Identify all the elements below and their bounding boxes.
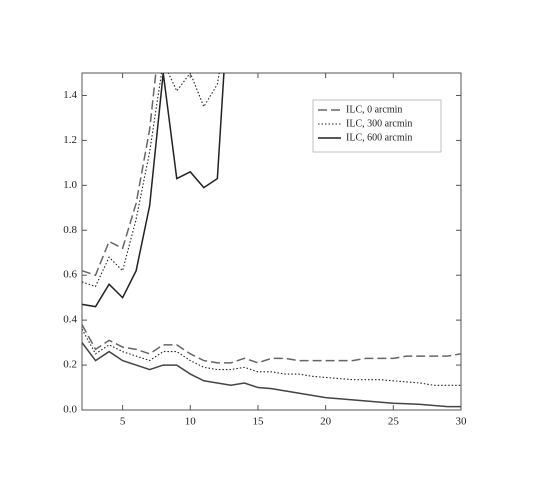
y-tick-label: 0.2 — [63, 359, 77, 371]
y-tick-label: 0.4 — [63, 314, 77, 326]
y-tick-label: 0.6 — [63, 269, 77, 281]
legend-label: ILC, 600 arcmin — [346, 132, 412, 143]
y-tick-label: 1.0 — [63, 179, 77, 191]
y-tick-label: 0.0 — [63, 404, 77, 416]
x-tick-label: 15 — [252, 416, 264, 428]
line — [82, 342, 461, 408]
y-tick-label: 1.2 — [63, 134, 77, 146]
line — [82, 328, 461, 386]
legend-label: ILC, 0 arcmin — [346, 104, 402, 115]
legend-box — [312, 99, 442, 153]
y-tick-label: 0.8 — [63, 224, 77, 236]
plot-frame — [81, 72, 462, 411]
line — [82, 324, 461, 364]
legend-label: ILC, 300 arcmin — [346, 118, 412, 129]
x-tick-label: 20 — [320, 416, 332, 428]
line — [82, 73, 157, 277]
x-tick-label: 5 — [120, 416, 126, 428]
plot-area — [82, 73, 461, 408]
x-tick-label: 30 — [456, 416, 468, 428]
line — [82, 73, 225, 308]
y-tick-label: 1.4 — [63, 89, 77, 101]
x-tick-label: 25 — [388, 416, 400, 428]
x-tick-label: 10 — [185, 416, 197, 428]
